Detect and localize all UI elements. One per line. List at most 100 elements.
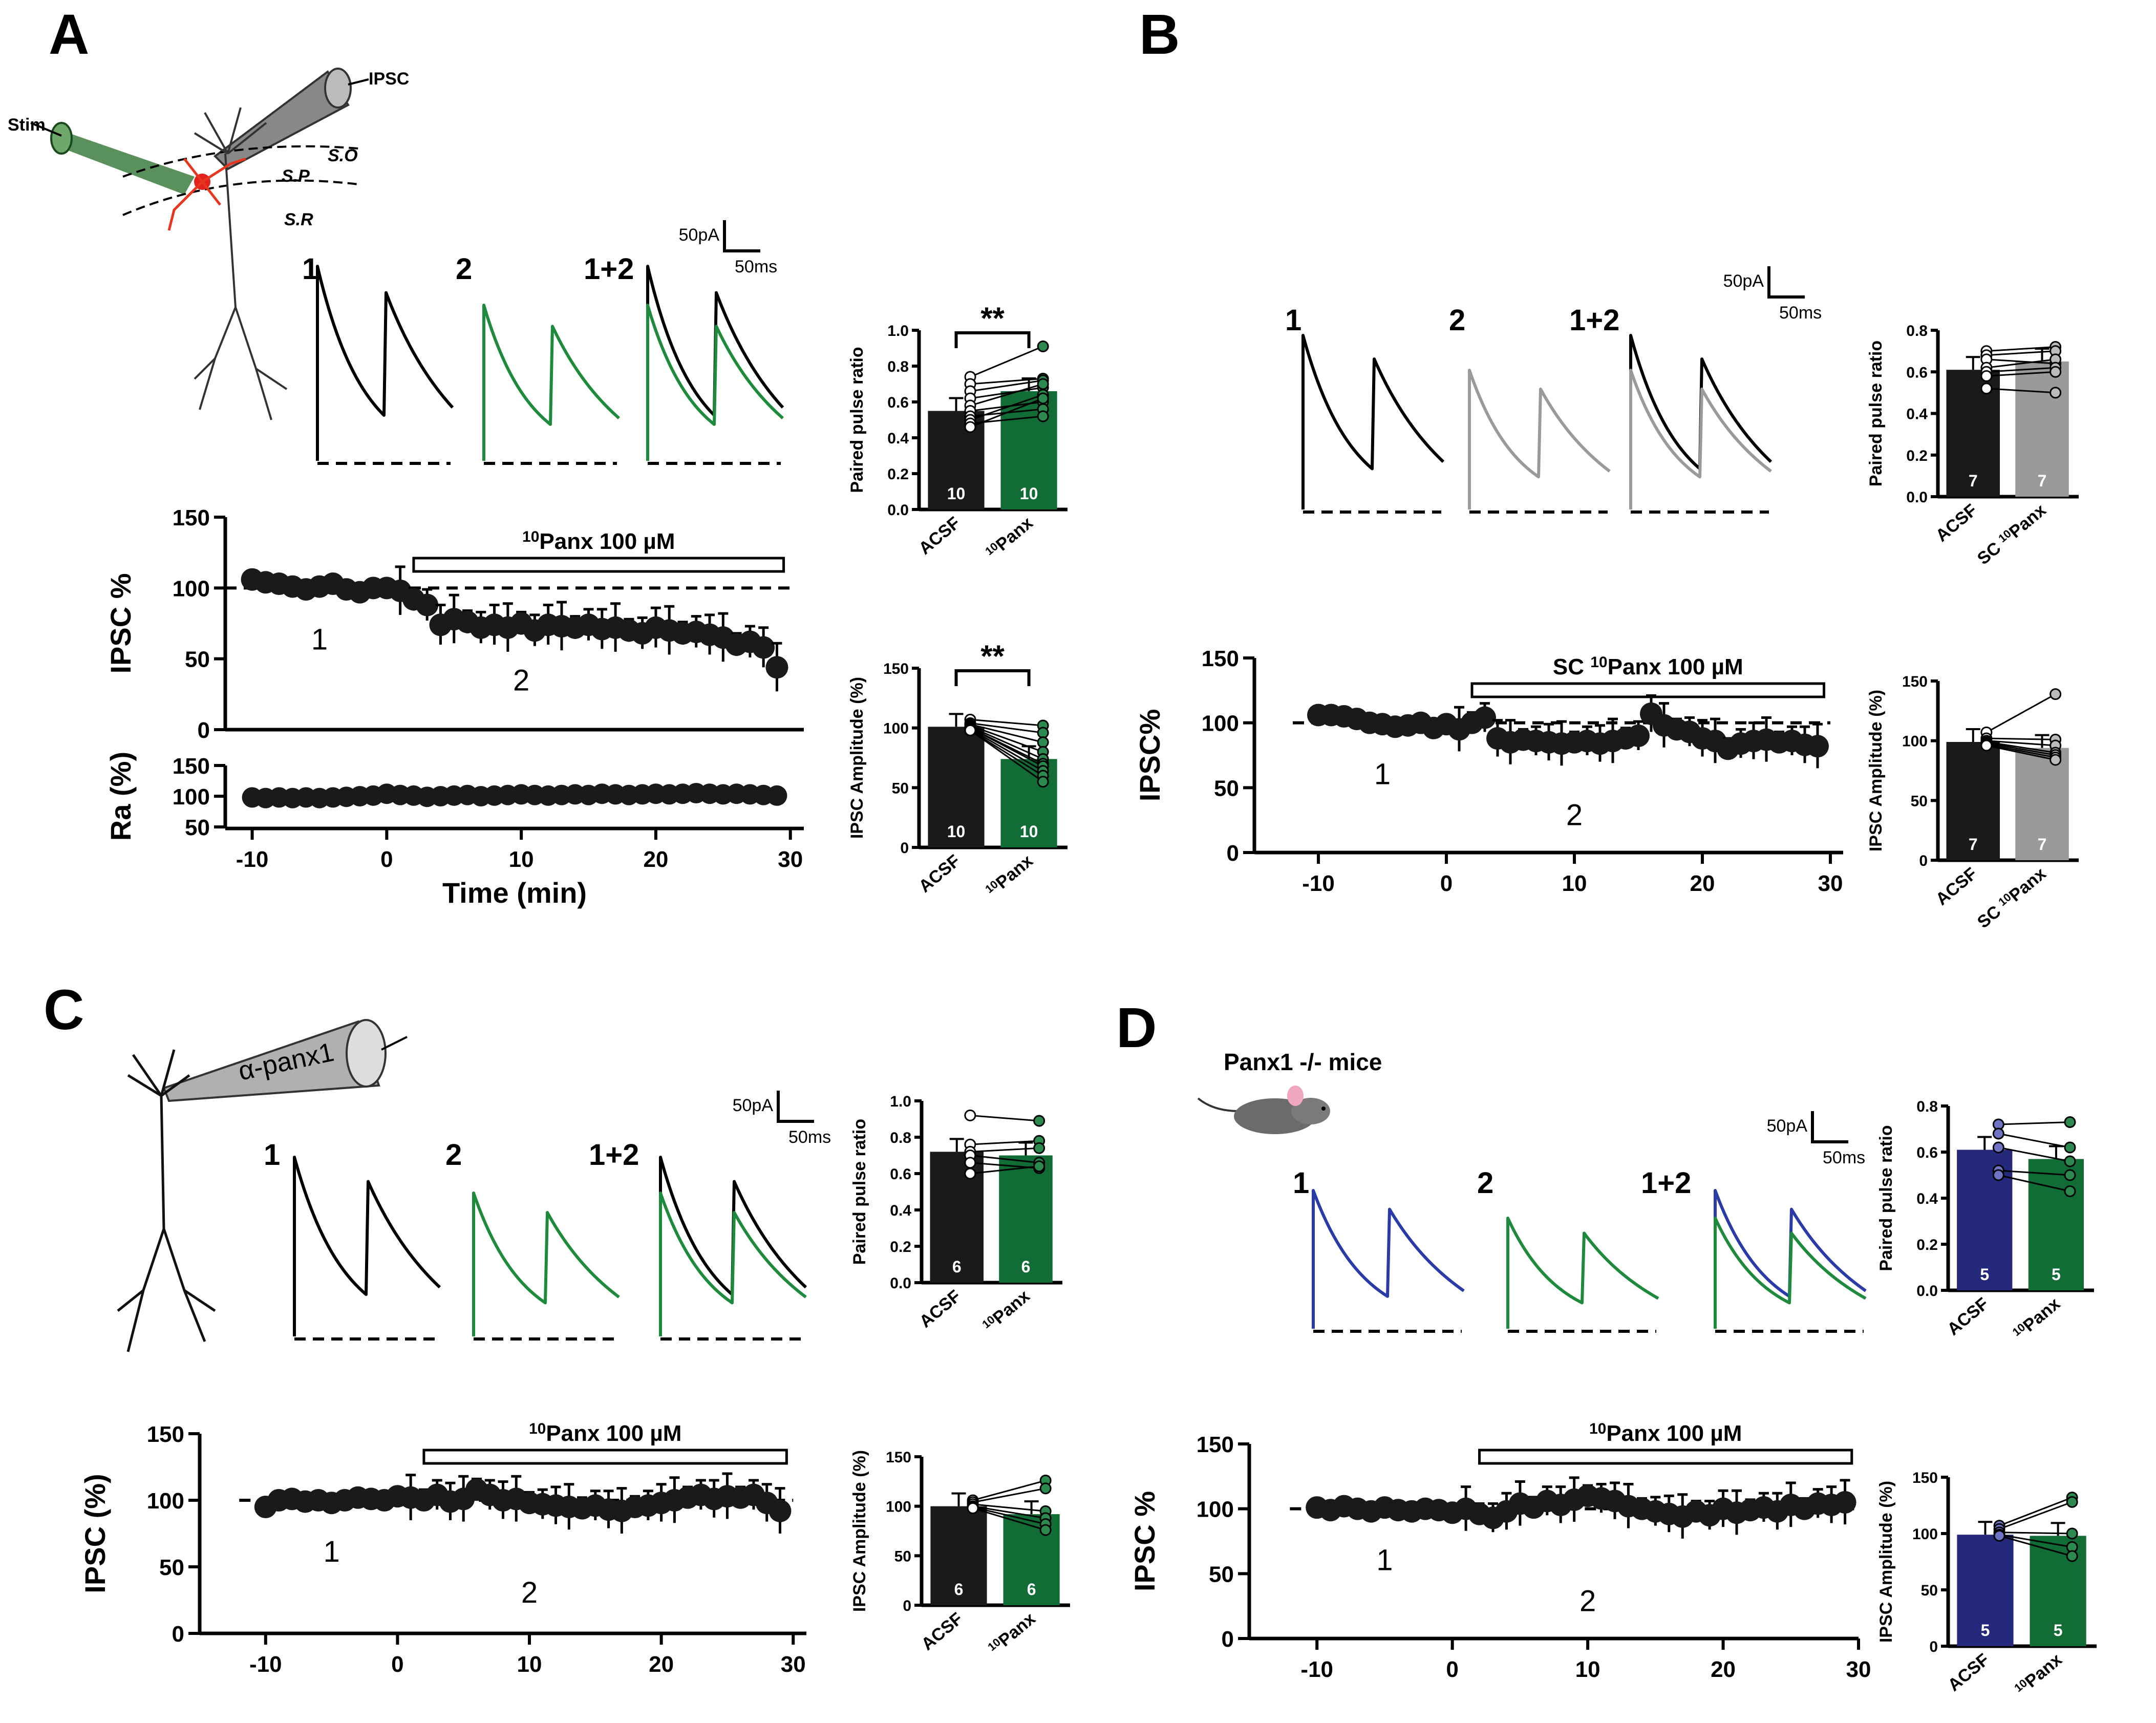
pair-point — [2050, 366, 2062, 378]
pair-point — [1992, 1169, 2004, 1181]
bar-y-tick-label: 0.0 — [1906, 489, 1928, 506]
x-tick-label: 20 — [649, 1652, 674, 1677]
y-tick-label: 50 — [1214, 776, 1239, 801]
pair-line — [1986, 693, 2056, 733]
bar-y-tick-label: 100 — [886, 1499, 911, 1516]
pair-point — [1992, 1128, 2004, 1140]
bar-y-tick-label: 0 — [1919, 853, 1928, 869]
x-tick-label: 10 — [1562, 871, 1587, 896]
x-tick-label: 0 — [391, 1652, 403, 1677]
bar-category-label: ACSF — [1932, 500, 1981, 546]
y-tick-label: 100 — [1202, 711, 1239, 736]
bar-category-label: 10Panx — [2012, 1650, 2066, 1699]
category-text: Panx — [995, 1609, 1039, 1650]
pair-point — [1033, 1115, 1045, 1127]
pair-point — [1980, 739, 1993, 752]
bar-y-tick-label: 0.6 — [1916, 1144, 1938, 1161]
pair-line — [970, 730, 1044, 782]
drug-label: 10Panx 100 µM — [522, 528, 675, 554]
pair-line — [970, 726, 1043, 760]
drug-text: Panx 100 µM — [1608, 654, 1743, 679]
ipsc-trace — [646, 304, 784, 461]
pair-point — [2064, 1116, 2076, 1128]
bar-y-tick-label: 0 — [903, 1598, 911, 1614]
bar-n-label: 10 — [1020, 484, 1038, 503]
x-tick-label: 30 — [1846, 1657, 1871, 1682]
pair-point — [967, 1502, 979, 1515]
bar-category-label: ACSF — [915, 851, 964, 897]
bar-n-label: 5 — [1981, 1621, 1990, 1640]
bar-y-tick-label: 0.0 — [887, 502, 909, 519]
bar-y-label: IPSC Amplitude (%) — [1866, 690, 1886, 852]
bar-y-tick-label: 150 — [883, 661, 909, 677]
category-text: Panx — [2021, 1650, 2066, 1691]
drug-bar — [422, 1449, 788, 1465]
ra-y-label: Ra (%) — [104, 752, 137, 841]
x-tick-label: 20 — [1711, 1657, 1736, 1682]
y-tick-label: 150 — [1197, 1432, 1234, 1457]
bar-y-tick-label: 100 — [883, 720, 909, 737]
x-tick-label: -10 — [249, 1652, 282, 1677]
pair-line — [970, 727, 1043, 767]
bar-category-label: ACSF — [916, 1286, 965, 1332]
pair-line — [972, 1503, 1046, 1512]
pair-point — [1033, 1142, 1045, 1154]
pair-line — [1986, 737, 2056, 740]
bar-y-tick-label: 0.8 — [887, 358, 909, 375]
trace-label: 1+2 — [1569, 304, 1619, 337]
pair-line — [1986, 741, 2056, 754]
pair-point — [2064, 1169, 2076, 1181]
trace-label: 1 — [302, 252, 318, 286]
y-axis-label: IPSC% — [1134, 709, 1166, 802]
panel-label-d: D — [1116, 996, 1157, 1059]
x-tick-label: 30 — [1818, 871, 1843, 896]
y-axis-label: IPSC % — [104, 573, 137, 673]
panel-label-b: B — [1139, 3, 1180, 66]
ppr-bar-chart-D: 0.0 0.2 0.4 0.6 0.8 Paired pulse ratio 5 ACSF 5 1… — [1876, 1098, 2094, 1339]
bar-y-tick-label: 150 — [1902, 673, 1928, 690]
pair-point — [964, 1157, 976, 1169]
bar-n-label: 10 — [947, 484, 966, 503]
mark-1: 1 — [311, 623, 328, 656]
y-tick-label: 0 — [1222, 1627, 1234, 1652]
ipsc-trace — [1714, 1217, 1867, 1329]
drug-superscript: 10 — [1589, 1420, 1606, 1437]
schematic-c: α-panx1 — [117, 1019, 408, 1352]
drug-bar — [412, 557, 785, 573]
pair-line — [1999, 1531, 2073, 1535]
trace-label: 1 — [1293, 1166, 1309, 1200]
pair-line — [970, 724, 1043, 743]
trace-label: 2 — [1449, 304, 1465, 337]
pair-line — [970, 378, 1043, 385]
pair-point — [1980, 382, 1993, 395]
pair-point — [2066, 1527, 2078, 1540]
ipsc-trace — [1312, 1189, 1465, 1329]
pair-line — [972, 1506, 1046, 1525]
bar-y-tick-label: 0.2 — [1916, 1237, 1938, 1253]
x-tick-label: -10 — [1302, 871, 1335, 896]
bar-y-label: Paired pulse ratio — [1866, 341, 1886, 486]
bar-category-label: SC 10Panx — [1974, 500, 2050, 569]
bar-n-label: 7 — [1969, 835, 1978, 854]
trace-label: 2 — [445, 1138, 462, 1172]
pair-line — [970, 1114, 1039, 1122]
pair-point — [1039, 1482, 1052, 1495]
bar-category-label: ACSF — [1944, 1650, 1993, 1695]
x-tick-label: 10 — [517, 1652, 542, 1677]
bar-y-label: IPSC Amplitude (%) — [850, 1450, 869, 1612]
bar-y-label: Paired pulse ratio — [1876, 1125, 1896, 1271]
pair-line — [1998, 1146, 2070, 1162]
pair-point — [2064, 1155, 2076, 1167]
significance-bracket — [954, 669, 1031, 686]
y-tick-label: 50 — [185, 647, 210, 672]
bar-y-tick-label: 0.2 — [890, 1239, 911, 1256]
significance-stars: ** — [980, 301, 1005, 335]
category-text: Panx — [989, 1286, 1034, 1328]
example-traces-D: 1 2 1+2 50pA 50ms — [1293, 1111, 1867, 1333]
y-tick-label: 0 — [198, 718, 210, 743]
panel-label-c: C — [44, 979, 84, 1041]
trace-label: 1 — [1285, 304, 1301, 337]
pair-point — [2050, 688, 2062, 700]
scale-ms-label: 50ms — [788, 1128, 831, 1147]
pair-line — [970, 718, 1043, 727]
